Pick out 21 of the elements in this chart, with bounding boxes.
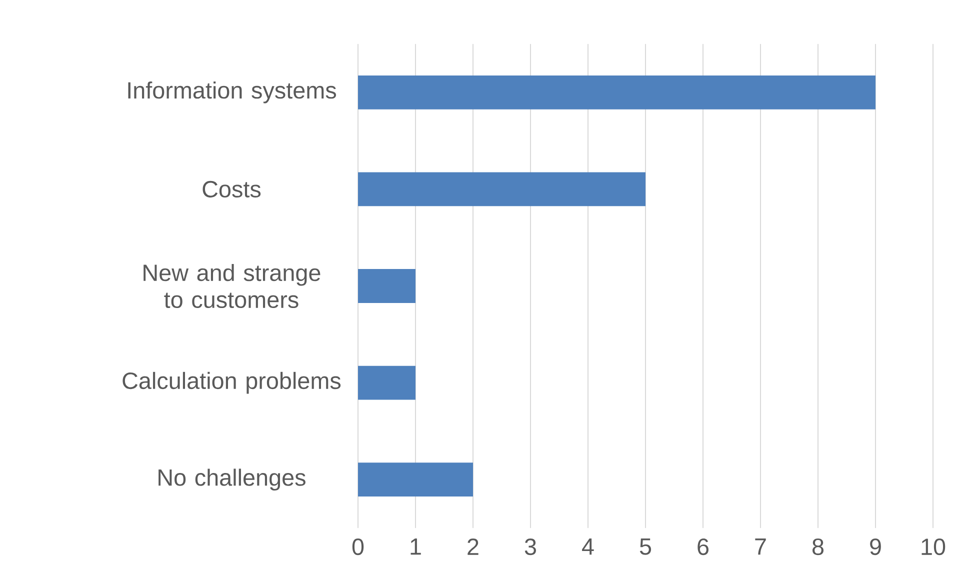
x-tick-label: 6 — [698, 538, 708, 556]
bar — [358, 172, 646, 206]
x-tick-label: 1 — [410, 538, 421, 555]
x-tick-label: 8 — [812, 538, 824, 556]
x-tick-label: 2 — [468, 538, 478, 555]
x-tick-label: 5 — [640, 538, 652, 555]
x-tick-label: 0 — [352, 538, 364, 556]
bar — [358, 75, 876, 110]
y-tick-label: New and strange to customers — [144, 264, 320, 308]
bar — [358, 462, 474, 497]
x-tick-label: 3 — [524, 538, 536, 556]
x-tick-label: 10 — [922, 538, 946, 556]
y-tick-label: Costs — [202, 180, 261, 198]
x-tick-label: 4 — [582, 538, 594, 555]
y-tick-label: Information systems — [128, 82, 336, 104]
bar — [358, 366, 416, 400]
y-tick-label: No challenges — [158, 468, 306, 491]
bar — [358, 269, 416, 303]
y-tick-label: Calculation problems — [122, 372, 341, 394]
x-tick-label: 9 — [870, 538, 881, 556]
x-tick-label: 7 — [755, 538, 766, 555]
